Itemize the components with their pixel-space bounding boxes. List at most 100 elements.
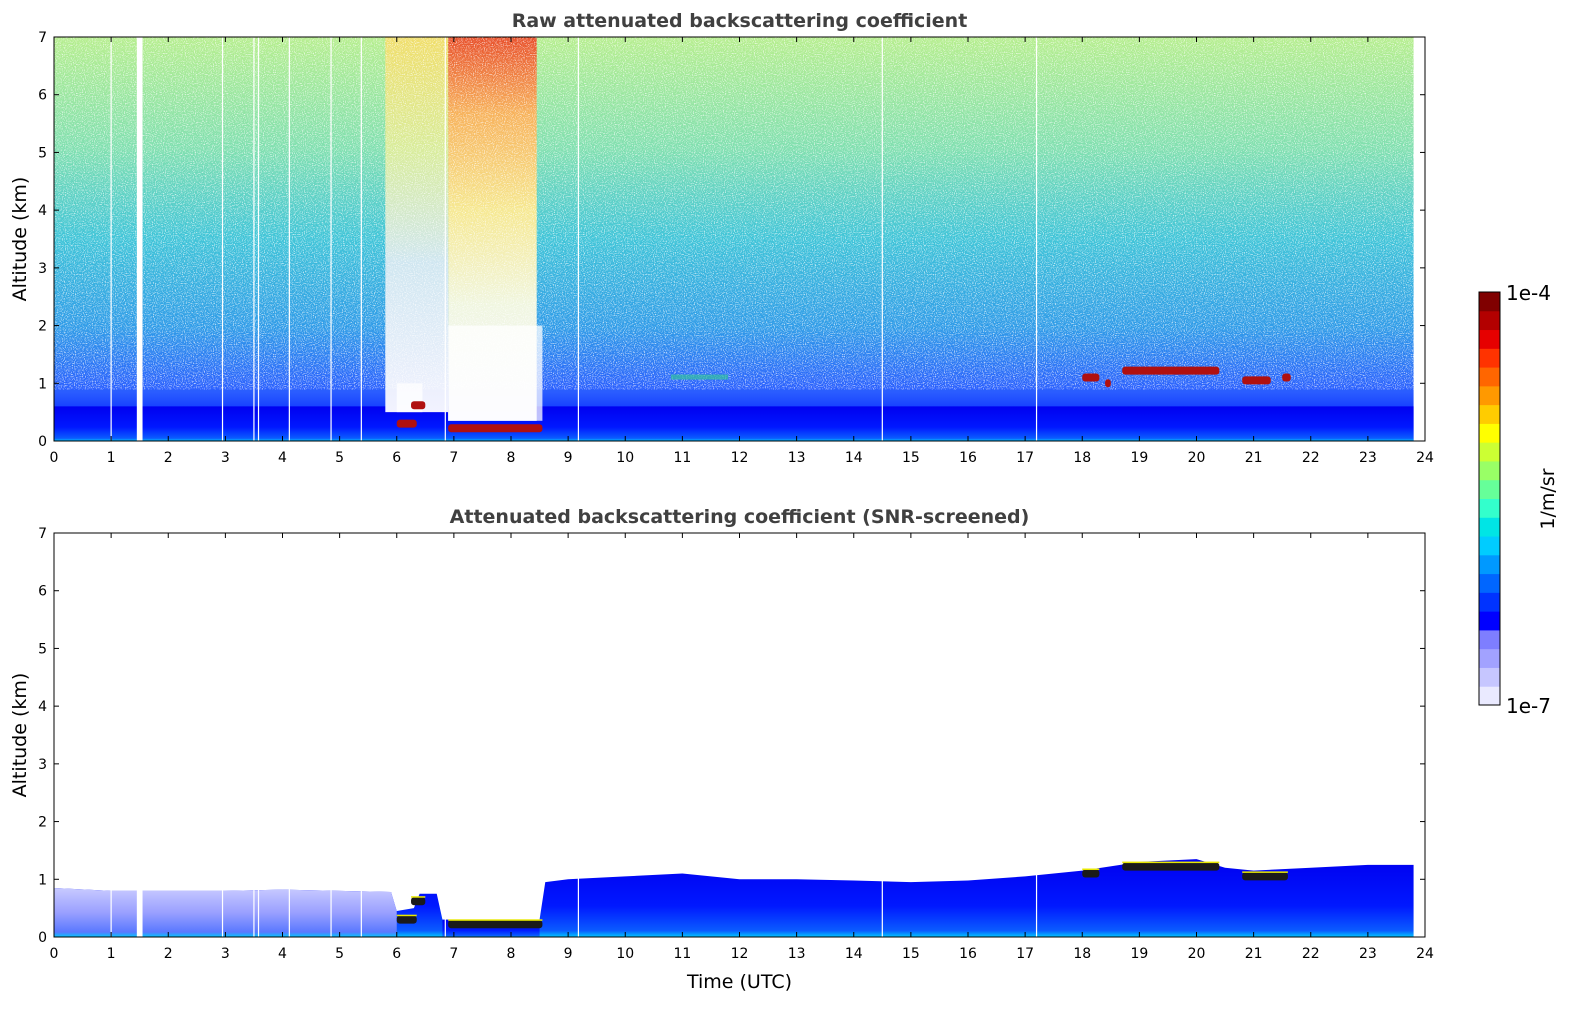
cloud-6 (1242, 872, 1288, 881)
x-tick-label: 23 (1359, 450, 1377, 466)
cloud-edge-5 (1122, 861, 1220, 864)
colorbar-cell (1479, 592, 1500, 612)
panels: 0 1 2 3 4 5 6 7 8 9 10 11 12 13 14 15 16 17 18 19 20 21 22 23 24… (9, 10, 1434, 993)
plot-area-1 (54, 37, 1414, 441)
x-tick-label: 1 (107, 946, 116, 962)
colorbar-unit-label: 1/m/sr (1537, 468, 1559, 529)
cloud-2 (411, 897, 426, 906)
colorbar-cell (1479, 554, 1500, 575)
x-tick-label: 5 (335, 946, 344, 962)
y-tick-label: 1 (38, 376, 47, 392)
x-tick-label: 16 (959, 946, 977, 962)
colorbar-cell (1479, 573, 1500, 593)
x-tick-label: 20 (1188, 946, 1206, 962)
x-tick-label: 17 (1016, 946, 1034, 962)
x-tick-label: 12 (731, 946, 749, 962)
x-tick-label: 10 (616, 946, 634, 962)
y-tick-label: 7 (38, 526, 47, 542)
x-tick-label: 19 (1130, 946, 1148, 962)
cloud-8 (1282, 373, 1291, 382)
y-tick-label: 4 (38, 203, 47, 219)
x-tick-label: 2 (164, 946, 173, 962)
cloud-edge-1 (396, 914, 417, 917)
data-gap (136, 37, 143, 441)
x-tick-label: 7 (449, 450, 458, 466)
colorbar-cell (1479, 667, 1500, 687)
x-tick-label: 5 (335, 450, 344, 466)
colorbar-cell (1479, 442, 1500, 462)
cloud-2 (411, 401, 426, 410)
y-tick-label: 0 (38, 434, 47, 450)
colorbar-cell (1479, 648, 1500, 668)
y-tick-label: 7 (38, 30, 47, 46)
x-tick-label: 4 (278, 946, 287, 962)
colorbar-cell (1479, 385, 1500, 406)
x-tick-label: 2 (164, 450, 173, 466)
colorbar-cell (1479, 686, 1500, 706)
chart-title-2: Attenuated backscattering coefficient (S… (450, 506, 1030, 528)
x-tick-label: 22 (1302, 946, 1320, 962)
colorbar-min-label: 1e-7 (1506, 694, 1551, 718)
colorbar-cell (1479, 479, 1500, 499)
y-tick-label: 5 (38, 641, 47, 657)
cloud-5 (1122, 862, 1220, 871)
x-tick-label: 22 (1302, 450, 1320, 466)
x-tick-label: 9 (564, 946, 573, 962)
colorbar-cell (1479, 404, 1500, 424)
x-tick-label: 21 (1245, 946, 1263, 962)
colorbar-cell (1479, 423, 1500, 443)
x-tick-label: 16 (959, 450, 977, 466)
chart-title-1: Raw attenuated backscattering coefficien… (512, 10, 968, 32)
x-tick-label: 9 (564, 450, 573, 466)
x-tick-label: 11 (673, 450, 691, 466)
cloud-4 (1082, 373, 1100, 382)
y-tick-label: 6 (38, 88, 47, 104)
cloud-edge-2 (411, 896, 426, 898)
plot-area-2 (54, 533, 1414, 937)
y-tick-label: 1 (38, 872, 47, 888)
cloud-edge-3 (448, 919, 543, 921)
screened-layer-pale (54, 887, 397, 937)
cloud-1 (396, 915, 417, 924)
x-tick-label: 15 (902, 450, 920, 466)
x-tick-label: 7 (449, 946, 458, 962)
x-tick-label: 14 (845, 450, 863, 466)
y-tick-label: 3 (38, 261, 47, 277)
x-tick-label: 14 (845, 946, 863, 962)
x-tick-label: 11 (673, 946, 691, 962)
colorbar-cell (1479, 310, 1500, 331)
y-tick-label: 4 (38, 699, 47, 715)
colorbar-cell (1479, 517, 1500, 537)
data-gap (136, 867, 143, 937)
colorbar-frame (1478, 291, 1501, 706)
x-tick-label: 10 (616, 450, 634, 466)
y-tick-label: 2 (38, 319, 47, 335)
y-axis-label-2: Altitude (km) (9, 673, 31, 798)
x-tick-label: 20 (1188, 450, 1206, 466)
colorbar-cells (1479, 292, 1500, 706)
colorbar-cell (1479, 498, 1500, 518)
cloud-edge-4 (1082, 868, 1100, 871)
cloud-4 (1082, 869, 1100, 878)
colorbar-cell (1479, 536, 1500, 556)
colorbar-cell (1479, 611, 1500, 631)
x-tick-label: 6 (392, 946, 401, 962)
colorbar-cell (1479, 367, 1500, 387)
cloud-3 (448, 424, 543, 433)
colorbar-cell (1479, 629, 1500, 650)
x-tick-label: 1 (107, 450, 116, 466)
cloud-7 (1242, 376, 1271, 385)
colorbar-cell (1479, 460, 1500, 481)
panel-1: 0 1 2 3 4 5 6 7 8 9 10 11 12 13 14 15 16 17 18 19 20 21 22 23 24… (9, 10, 1434, 466)
cloud-3 (448, 920, 543, 929)
x-axis-label: Time (UTC) (686, 971, 792, 993)
colorbar-cell (1479, 329, 1500, 349)
x-tick-label: 19 (1130, 450, 1148, 466)
x-tick-label: 24 (1416, 946, 1434, 962)
colorbar-cell (1479, 348, 1500, 368)
colorbar-cell (1479, 292, 1500, 312)
cloud-1 (396, 419, 417, 428)
x-tick-label: 13 (788, 946, 806, 962)
y-tick-label: 6 (38, 584, 47, 600)
y-tick-label: 3 (38, 757, 47, 773)
